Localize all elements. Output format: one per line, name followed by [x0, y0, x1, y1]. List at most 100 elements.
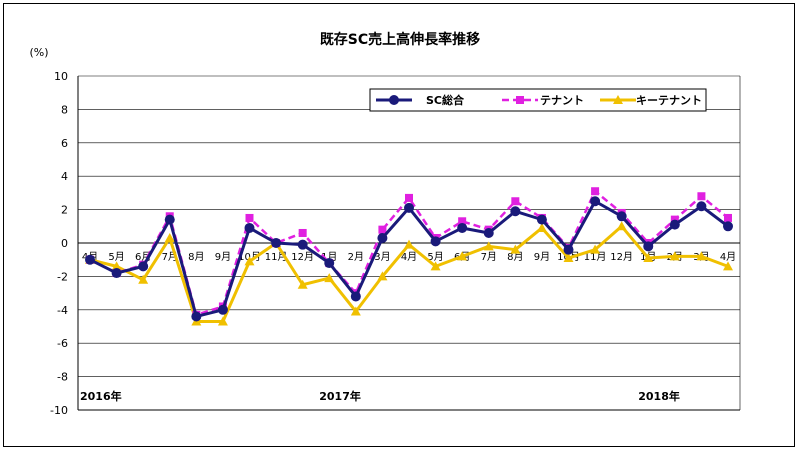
year-label: 2016年	[80, 389, 122, 403]
data-point	[457, 251, 468, 261]
data-point	[164, 232, 175, 242]
data-point	[723, 221, 733, 232]
legend: SC総合 テナント キーテナント	[369, 88, 707, 112]
axes	[77, 76, 741, 411]
y-tick-label: 10	[54, 70, 68, 83]
series-lines	[85, 187, 733, 326]
y-tick-label: -6	[57, 337, 68, 350]
x-tick-label: 5月	[427, 251, 443, 263]
year-label: 2017年	[319, 389, 361, 403]
data-point	[404, 202, 414, 213]
x-tick-label: 4月	[720, 251, 736, 263]
x-tick-label: 3月	[374, 251, 390, 263]
data-point	[377, 232, 388, 243]
data-point	[217, 304, 228, 315]
data-point	[669, 251, 680, 261]
y-tick-label: 2	[61, 204, 68, 217]
data-point	[324, 273, 335, 283]
data-point	[297, 279, 308, 289]
y-axis-label: (%)	[29, 46, 48, 59]
x-tick-label: 9月	[215, 251, 231, 263]
data-point	[483, 227, 494, 238]
y-tick-label: 0	[61, 237, 68, 250]
x-tick-label: 4月	[401, 251, 417, 263]
data-point	[643, 241, 654, 252]
series-2	[85, 221, 733, 326]
x-tick-label: 8月	[507, 251, 523, 263]
data-point	[563, 253, 574, 263]
data-point	[350, 291, 361, 302]
data-point	[724, 213, 732, 222]
legend-label: SC総合	[426, 93, 465, 107]
data-point	[457, 222, 468, 233]
legend-item: キーテナント	[600, 94, 702, 107]
data-point	[430, 261, 441, 271]
data-point	[191, 311, 202, 322]
y-tick-label: 8	[61, 103, 68, 116]
chart-title: 既存SC売上高伸長率推移	[320, 31, 480, 48]
x-tick-label: 7月	[481, 251, 497, 263]
year-labels: 2016年 2017年 2018年	[80, 389, 680, 403]
data-point	[697, 192, 706, 201]
data-point	[670, 215, 679, 224]
data-point	[324, 258, 335, 269]
data-point	[244, 222, 255, 233]
data-point	[591, 187, 600, 196]
data-point	[389, 95, 399, 105]
data-point	[563, 244, 574, 255]
data-point	[111, 261, 122, 271]
x-tick-label: 8月	[188, 251, 204, 263]
data-point	[458, 217, 467, 226]
data-point	[297, 239, 308, 250]
data-point	[404, 239, 414, 249]
x-tick-label: 12月	[610, 251, 633, 263]
data-point	[271, 238, 282, 248]
y-tick-labels: 10 8 6 4 2 0 -2 -4 -6 -8 -10	[50, 70, 68, 417]
data-point	[616, 211, 627, 222]
y-tick-label: 4	[61, 170, 68, 183]
data-point	[244, 256, 255, 266]
x-tick-label: 11月	[584, 251, 607, 263]
legend-item: SC総合	[376, 93, 465, 107]
data-point	[613, 95, 623, 104]
year-label: 2018年	[638, 389, 680, 403]
data-point	[511, 197, 520, 206]
data-point	[669, 219, 680, 230]
series-0	[85, 196, 733, 322]
x-tick-label: 2月	[348, 251, 364, 263]
line-chart: 既存SC売上高伸長率推移 (%) 10 8 6 4 2 0 -2 -4 -6 -8 -10 4月 5月…	[29, 31, 741, 417]
legend-label: テナント	[540, 94, 584, 107]
data-point	[85, 254, 95, 265]
data-point	[510, 206, 521, 217]
data-point	[483, 241, 494, 251]
data-point	[138, 274, 149, 284]
data-point	[350, 306, 361, 316]
data-point	[723, 261, 733, 271]
data-point	[378, 225, 387, 234]
data-point	[696, 201, 707, 212]
x-tick-label: 12月	[291, 251, 314, 263]
data-point	[536, 222, 547, 232]
y-tick-label: -2	[57, 270, 68, 283]
data-point	[430, 236, 441, 247]
y-tick-label: -8	[57, 371, 68, 384]
legend-label: キーテナント	[636, 94, 702, 107]
data-point	[696, 251, 707, 261]
data-point	[405, 193, 413, 202]
data-point	[298, 228, 307, 237]
data-point	[590, 196, 601, 207]
data-point	[164, 214, 175, 225]
data-point	[510, 244, 521, 254]
y-tick-label: -4	[57, 304, 68, 317]
data-point	[590, 244, 601, 254]
data-point	[245, 213, 254, 222]
data-point	[217, 316, 228, 326]
data-point	[536, 214, 547, 225]
data-point	[111, 268, 122, 279]
y-tick-label: 6	[61, 137, 68, 150]
data-point	[377, 271, 388, 281]
x-tick-label: 9月	[534, 251, 550, 263]
x-tick-label: 5月	[108, 251, 124, 263]
data-point	[138, 261, 149, 272]
data-point	[616, 221, 627, 231]
